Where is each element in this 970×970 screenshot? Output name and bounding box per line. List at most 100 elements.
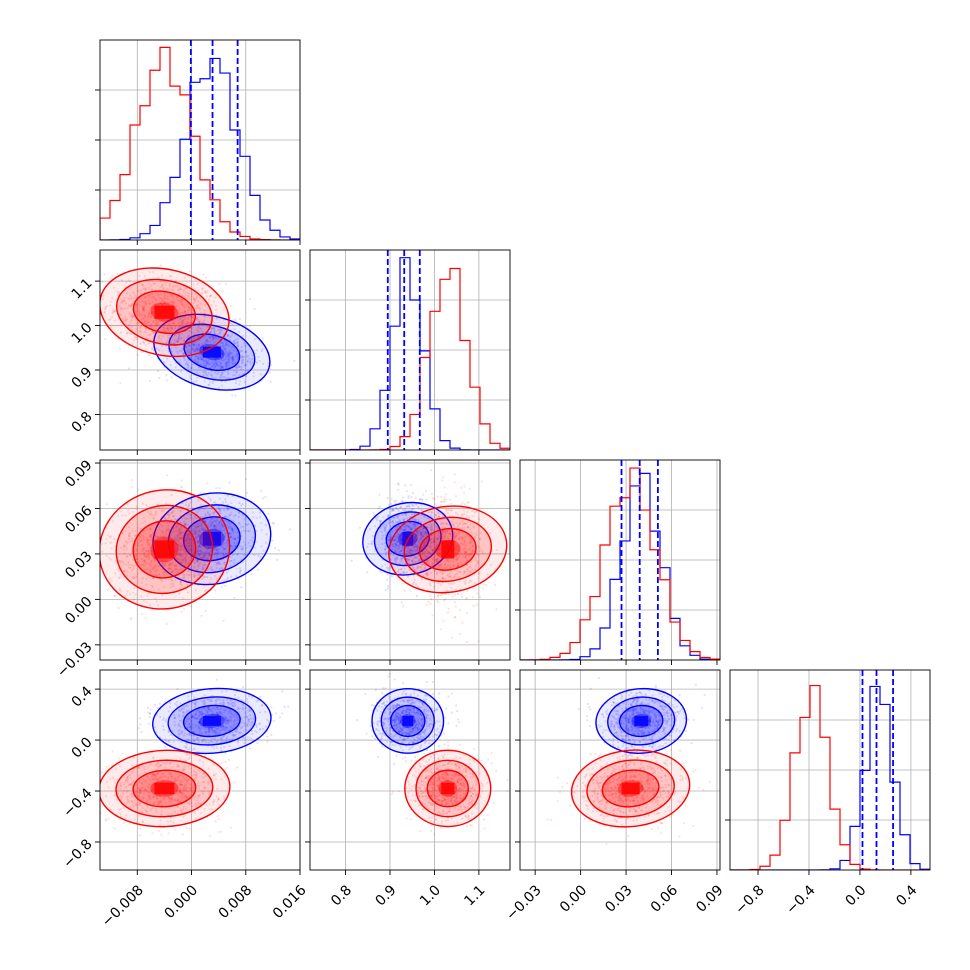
sample-point [148,568,152,571]
sample-point [181,833,184,836]
sample-point [185,321,188,324]
sample-point [195,540,198,543]
sample-point [205,363,208,366]
sample-point [191,366,194,369]
sample-point [118,313,121,316]
sample-point [224,351,227,355]
sample-point [160,833,163,836]
sample-point [243,364,247,367]
sample-point [210,499,213,502]
sample-point [249,360,252,363]
sample-point [125,318,128,321]
sample-point [135,303,138,306]
sample-point [135,327,138,330]
sample-point [202,371,205,374]
sample-point [117,559,121,562]
sample-point [126,542,129,545]
sample-point [213,366,216,369]
sample-point [154,298,157,301]
sample-point [184,310,187,314]
sample-point [177,529,181,532]
sample-point [183,339,186,343]
sample-point [219,328,222,331]
sample-point [130,316,133,319]
sample-point [156,292,159,295]
sample-point [155,321,158,324]
sample-point [181,352,185,355]
sample-point [126,548,129,551]
sample-point [193,572,196,575]
sample-point [130,617,133,621]
sample-point [208,525,212,528]
sample-point [453,473,456,476]
sample-point [170,329,173,333]
sample-point [179,545,182,548]
panel-0-0 [95,39,301,245]
sample-point [225,350,228,353]
sample-point [200,556,203,560]
sample-point [152,516,156,519]
sample-point [148,556,151,559]
sample-point [150,553,154,556]
sample-point [217,329,220,332]
sample-point [132,587,136,590]
sample-point [165,302,169,305]
sample-point [204,557,207,560]
sample-point [190,348,194,351]
sample-point [155,574,159,578]
sample-point [209,577,213,580]
sample-point [188,321,191,324]
sample-point [197,289,200,292]
sample-point [119,576,122,579]
sample-point [198,306,201,310]
sample-point [207,315,210,318]
sample-point [130,303,133,306]
sample-point [207,331,210,334]
sample-point [179,583,182,586]
sample-point [180,321,183,324]
sample-point [146,594,149,597]
sample-point [175,568,178,571]
sample-point [179,531,182,534]
sample-point [154,303,157,306]
sample-point [221,353,225,356]
sample-point [172,584,175,587]
sample-point [149,527,152,530]
sample-point [102,294,105,297]
sample-point [206,340,209,343]
sample-point [149,314,152,318]
sample-point [178,324,181,327]
sample-point [130,537,134,540]
sample-point [143,319,146,322]
sample-point [227,354,231,357]
sample-point [192,343,196,346]
sample-point [182,289,186,292]
sample-point [200,355,204,358]
sample-point [463,503,467,506]
sample-point [475,603,478,606]
sample-point [242,342,246,345]
sample-point [136,290,139,293]
sample-point [148,298,151,302]
sample-point [203,289,207,292]
sample-point [164,538,168,541]
sample-point [234,374,237,377]
sample-point [142,308,145,311]
sample-point [183,339,186,342]
sample-point [192,380,195,383]
sample-point [214,308,218,311]
sample-point [217,386,221,390]
sample-point [225,362,228,365]
sample-point [166,287,169,291]
sample-point [148,542,151,545]
sample-point [200,556,203,560]
sample-point [234,382,237,385]
sample-point [160,338,163,341]
sample-point [141,521,144,525]
sample-point [130,314,134,317]
sample-point [255,349,258,352]
sample-point [160,509,164,512]
sample-point [190,315,194,319]
sample-point [119,308,122,311]
sample-point [174,366,177,369]
